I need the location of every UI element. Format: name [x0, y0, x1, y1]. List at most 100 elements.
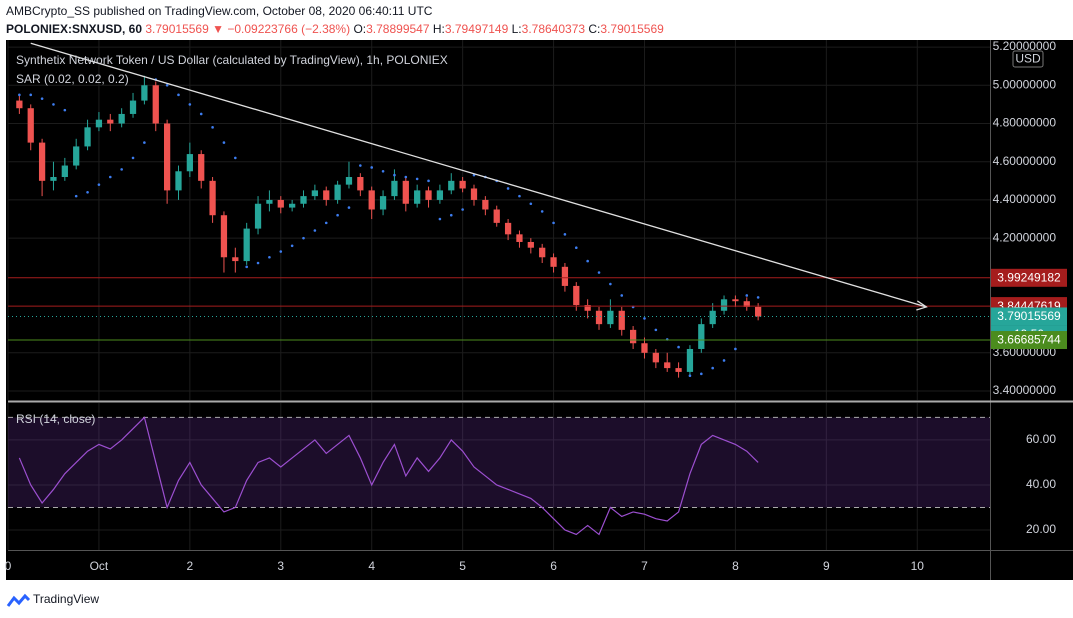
candle-body [436, 190, 444, 200]
candle-body [198, 154, 205, 181]
sar-label: SAR (0.02, 0.02, 0.2) [16, 72, 129, 86]
candle-body [561, 266, 569, 286]
published: AMBCrypto_SS published on TradingView.co… [6, 4, 433, 18]
rsi-band [8, 417, 990, 508]
sar-dot [256, 261, 260, 265]
sar-dot [620, 294, 624, 297]
sar-dot [711, 366, 714, 370]
candle-body [16, 100, 23, 109]
sar-dot [268, 255, 271, 259]
candle-body [368, 190, 375, 210]
x-tick-label: 9 [823, 559, 830, 573]
sar-dot [518, 194, 521, 198]
level-label-box [991, 307, 1067, 326]
c-label: C: [588, 22, 600, 36]
sar-dot [393, 173, 396, 177]
candle-body [709, 310, 716, 325]
sar-dot [359, 164, 362, 167]
sar-dot [222, 141, 226, 144]
candle-body [504, 222, 512, 235]
sar-dot [506, 187, 510, 190]
candle-body [209, 180, 216, 216]
candle-body [482, 199, 489, 210]
candle-body [664, 362, 671, 369]
axes: 0 Oct 2 3 4 5 6 7 8 9 10 5.20000000 5.00000000 4.8000… [5, 39, 1067, 573]
x-tick-label: 7 [641, 559, 648, 573]
candle-body [470, 188, 478, 200]
currency: USD [1015, 52, 1041, 66]
x-tick-label: 2 [187, 559, 194, 573]
y-tick-label: 5.00000000 [993, 77, 1057, 91]
level-label: 3.79015569 [997, 309, 1061, 323]
rsi-pane [8, 416, 990, 536]
sar-dot [97, 183, 101, 186]
x-tick-label: 10 [911, 559, 925, 573]
candle-body [493, 209, 500, 223]
candle-body [516, 234, 523, 242]
sar-dot [120, 168, 123, 171]
candle-body [289, 203, 296, 208]
sar-dot [40, 97, 44, 100]
sar-dot [188, 103, 192, 106]
y-tick-label: 4.40000000 [993, 192, 1057, 206]
sar-dot [324, 221, 328, 225]
candle-body [129, 100, 137, 114]
sar-dot [643, 317, 646, 320]
sar-dot [745, 294, 749, 297]
candle-body [73, 146, 80, 166]
rsi-line [18, 416, 759, 536]
candle-body [755, 306, 762, 317]
sar-dot [586, 259, 589, 263]
candle-body [232, 257, 239, 262]
candle-body [379, 196, 387, 210]
sar-dot [688, 374, 692, 378]
candle-body [539, 247, 546, 258]
sar-dot [302, 236, 305, 240]
h: 3.79497149 [445, 22, 509, 36]
sar-dot [563, 233, 567, 236]
x-tick-label: 6 [550, 559, 557, 573]
sar-dot [415, 177, 419, 181]
price-pane [8, 42, 990, 378]
sar-dot [438, 217, 442, 221]
level-label-box [991, 331, 1067, 350]
footer-logo [6, 593, 31, 607]
sar-dot [529, 202, 533, 206]
chart-title: Synthetix Network Token / US Dollar (cal… [16, 53, 448, 67]
trend-arrow [916, 300, 928, 311]
sar-dot [290, 244, 294, 248]
last: 3.79015569 [145, 22, 209, 36]
y-tick-label: 40.00 [1026, 477, 1056, 491]
sar-dot [29, 93, 33, 97]
sar-dot [370, 166, 374, 169]
sar-dot [177, 93, 180, 97]
y-tick-label: 4.60000000 [993, 154, 1057, 168]
sar-dot [734, 347, 737, 351]
sar-dot [86, 190, 89, 194]
candle-body [50, 177, 57, 181]
trend-line [30, 42, 927, 308]
change: ▼ −0.09223766 (−2.38%) [212, 22, 350, 36]
candle-body [186, 154, 193, 172]
candle-body [414, 190, 421, 204]
candle-body [675, 368, 682, 372]
candle-body [323, 190, 330, 200]
ohlc-line: POLONIEX:SNXUSD, 60 3.79015569 ▼ −0.0922… [6, 22, 664, 36]
sar-dot [74, 194, 78, 198]
candle-body [607, 310, 614, 325]
candle-body [107, 119, 114, 124]
l: 3.78640373 [522, 22, 586, 36]
candle-body [163, 123, 171, 191]
candle-body [311, 190, 319, 197]
sar-dot [18, 93, 21, 97]
candle-body [95, 119, 103, 128]
y-tick-label: 4.20000000 [993, 230, 1057, 244]
candle-body [425, 190, 432, 200]
candle-body [254, 203, 262, 229]
candle-body [38, 142, 46, 181]
y-tick-label: 60.00 [1026, 432, 1056, 446]
candle-body [686, 348, 694, 372]
sar-dot [347, 206, 351, 209]
candle-body [334, 184, 341, 200]
